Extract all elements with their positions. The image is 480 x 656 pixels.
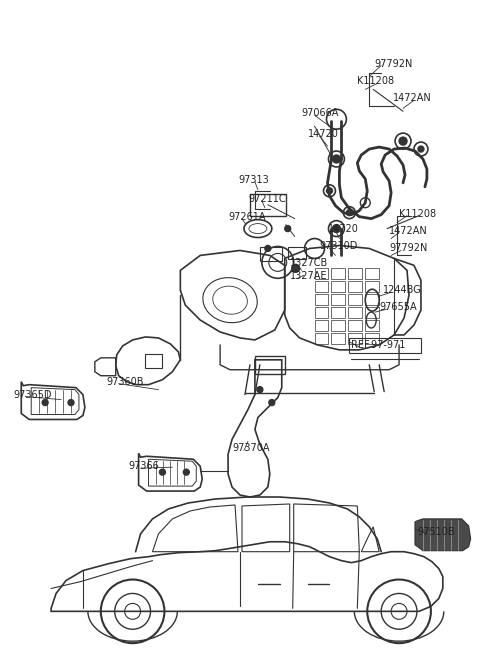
Bar: [314, 320, 328, 331]
Circle shape: [292, 264, 300, 272]
Bar: [348, 294, 362, 305]
Text: 97310D: 97310D: [320, 241, 358, 251]
Text: 1327CB: 1327CB: [290, 258, 328, 268]
Bar: [365, 294, 379, 305]
Circle shape: [285, 226, 291, 232]
Circle shape: [159, 469, 166, 475]
Bar: [250, 194, 286, 216]
Bar: [314, 333, 328, 344]
Text: 97370A: 97370A: [232, 443, 270, 453]
Bar: [365, 320, 379, 331]
Bar: [348, 333, 362, 344]
Bar: [332, 294, 346, 305]
Circle shape: [347, 210, 352, 216]
Bar: [314, 294, 328, 305]
Bar: [332, 281, 346, 292]
Polygon shape: [415, 519, 471, 550]
Circle shape: [42, 400, 48, 405]
Bar: [144, 354, 162, 368]
Text: 97792N: 97792N: [374, 58, 413, 68]
Text: 97655A: 97655A: [379, 302, 417, 312]
Bar: [349, 338, 421, 353]
Text: 1244BG: 1244BG: [383, 285, 422, 295]
Text: 97066A: 97066A: [301, 108, 339, 118]
Text: 97365D: 97365D: [13, 390, 52, 400]
Bar: [314, 281, 328, 292]
Text: 97211C: 97211C: [248, 194, 286, 204]
Bar: [348, 307, 362, 318]
Circle shape: [257, 386, 263, 393]
Circle shape: [269, 400, 275, 405]
Circle shape: [399, 137, 407, 145]
Bar: [365, 333, 379, 344]
Text: 97366: 97366: [129, 461, 159, 471]
Bar: [332, 268, 346, 279]
Bar: [348, 281, 362, 292]
Text: 97360B: 97360B: [107, 377, 144, 386]
Text: 97792N: 97792N: [389, 243, 428, 253]
Text: 1472AN: 1472AN: [393, 93, 432, 104]
Text: REF.97-971: REF.97-971: [351, 340, 406, 350]
Circle shape: [333, 155, 340, 163]
Text: 97510B: 97510B: [417, 527, 455, 537]
Text: 1472AN: 1472AN: [389, 226, 428, 236]
Bar: [332, 320, 346, 331]
Bar: [348, 320, 362, 331]
Text: 14720: 14720: [327, 224, 359, 234]
Text: 1327AE: 1327AE: [290, 272, 327, 281]
Bar: [332, 307, 346, 318]
Bar: [260, 247, 282, 261]
Text: K11208: K11208: [399, 209, 436, 218]
Text: 97261A: 97261A: [228, 212, 265, 222]
Bar: [332, 333, 346, 344]
Circle shape: [265, 245, 271, 251]
Text: 97313: 97313: [238, 175, 269, 185]
Bar: [314, 268, 328, 279]
Circle shape: [326, 188, 333, 194]
Bar: [365, 281, 379, 292]
Text: 14720: 14720: [308, 129, 338, 139]
Circle shape: [418, 146, 424, 152]
Circle shape: [68, 400, 74, 405]
Circle shape: [333, 224, 340, 233]
Bar: [348, 268, 362, 279]
Bar: [365, 307, 379, 318]
Bar: [365, 268, 379, 279]
Bar: [314, 307, 328, 318]
Bar: [288, 247, 306, 259]
Bar: [255, 356, 285, 374]
Text: K11208: K11208: [357, 77, 395, 87]
Circle shape: [183, 469, 189, 475]
